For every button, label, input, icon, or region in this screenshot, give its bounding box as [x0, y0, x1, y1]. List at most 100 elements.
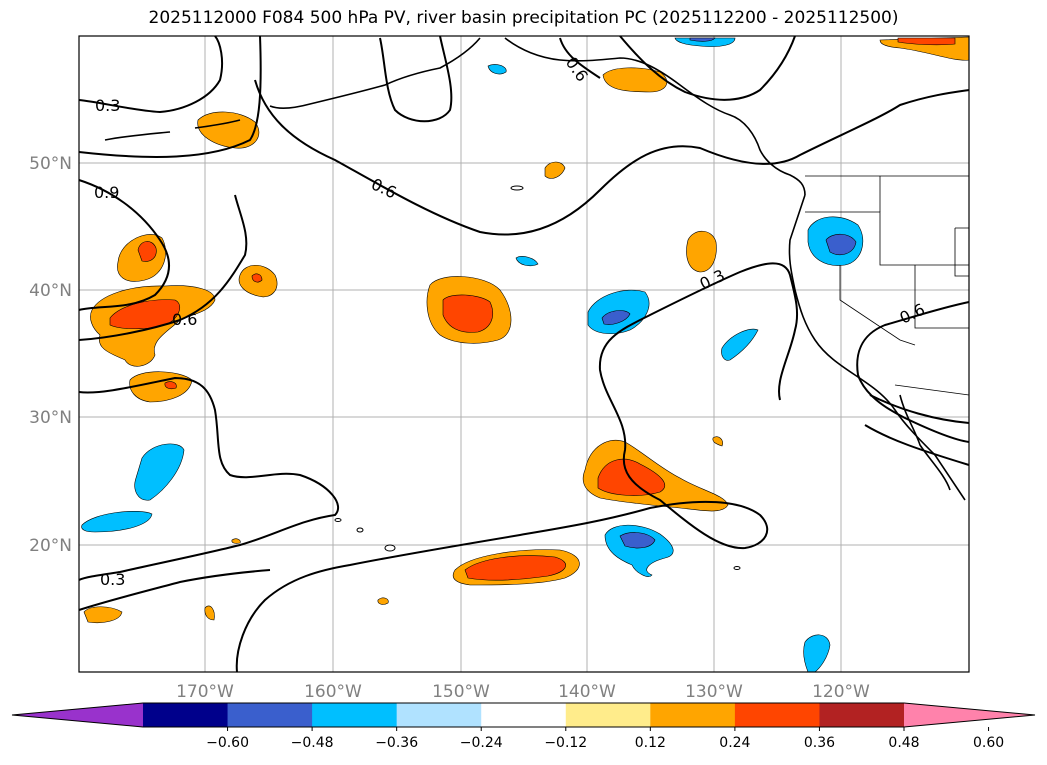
- pos-region: [251, 273, 263, 283]
- colorbar-segment: [227, 703, 313, 727]
- pv-contour: [254, 79, 970, 236]
- contour-label: 0.9: [94, 183, 119, 202]
- pos-region: [204, 605, 215, 621]
- mexico-border: [894, 384, 970, 396]
- lon-label: 150°W: [432, 682, 490, 702]
- pos-region: [377, 597, 389, 605]
- neg-region: [825, 233, 857, 255]
- island: [334, 518, 342, 522]
- pos-region: [231, 538, 241, 544]
- negative-anomaly-regions: [81, 37, 864, 673]
- aleutians: [104, 119, 241, 141]
- pos-region: [197, 111, 260, 149]
- colorbar-segment: [650, 703, 736, 727]
- colorbar-tick-label: −0.24: [460, 735, 503, 751]
- lon-label: 130°W: [685, 682, 743, 702]
- neg-region: [487, 64, 507, 75]
- colorbar-tick-label: 0.48: [888, 735, 919, 751]
- lon-label: 140°W: [558, 682, 616, 702]
- pos-region: [129, 371, 193, 403]
- colorbar-tick-label: −0.60: [206, 735, 249, 751]
- pv-contour: [864, 424, 970, 466]
- lon-label: 170°W: [176, 682, 234, 702]
- neg-region: [803, 634, 831, 673]
- lat-label: 40°N: [29, 281, 72, 301]
- coastlines: [104, 37, 966, 501]
- island: [733, 566, 741, 570]
- lat-label: 20°N: [29, 536, 72, 556]
- west-coast: [788, 194, 966, 501]
- pos-region: [464, 555, 566, 581]
- state-border: [805, 211, 969, 266]
- pos-region: [137, 241, 157, 262]
- contour-label: 0.3: [95, 96, 120, 115]
- colorbar-segment: [565, 703, 651, 727]
- neg-region: [134, 443, 185, 501]
- neg-region: [515, 256, 539, 267]
- map-title: 2025112000 F084 500 hPa PV, river basin …: [148, 8, 899, 28]
- neg-region: [689, 37, 716, 42]
- pv-contour: [78, 35, 224, 114]
- borders: [805, 175, 970, 396]
- contour-label: 0.6: [172, 310, 197, 329]
- colorbar-segment: [143, 703, 229, 727]
- islands: [334, 185, 741, 570]
- lon-label: 160°W: [304, 682, 362, 702]
- pv-contour: [379, 35, 453, 123]
- neg-region: [619, 532, 656, 549]
- positive-anomaly-regions: [83, 36, 970, 623]
- pv-contour: [559, 37, 601, 79]
- colorbar-tick-label: 0.36: [804, 735, 835, 751]
- island: [356, 527, 364, 533]
- pv-contour: [78, 569, 271, 611]
- colorbar-tick-label: −0.36: [375, 735, 418, 751]
- colorbar-tick-label: 0.24: [719, 735, 750, 751]
- pos-region: [686, 230, 717, 273]
- colorbar-extension-high: [904, 703, 1035, 727]
- colorbar-segment: [481, 703, 567, 727]
- colorbar-extension-low: [12, 703, 143, 727]
- colorbar: −0.60 −0.48 −0.36 −0.24 −0.12 0.12 0.24 0.36 0.4…: [11, 702, 1036, 751]
- neg-region: [721, 328, 759, 361]
- colorbar-tick-label: 0.12: [635, 735, 666, 751]
- colorbar-outline: [11, 702, 1036, 728]
- pos-region: [83, 606, 123, 623]
- state-border: [914, 265, 969, 329]
- graticule: [79, 36, 969, 672]
- neg-region: [81, 510, 153, 533]
- pv-contour: [78, 376, 340, 581]
- pv-contour: [235, 262, 799, 673]
- colorbar-segment: [734, 703, 820, 727]
- island: [510, 185, 524, 191]
- pv-contour: [78, 35, 262, 158]
- pv-contour: [78, 179, 171, 311]
- pos-region: [602, 67, 668, 93]
- pos-region: [164, 381, 177, 390]
- pos-region: [544, 161, 566, 179]
- pv-contour: [856, 301, 970, 443]
- alaska-coast: [269, 37, 806, 196]
- island: [384, 544, 396, 552]
- colorbar-segment: [396, 703, 482, 727]
- baja: [899, 394, 951, 491]
- pos-region: [442, 294, 493, 333]
- state-border: [839, 265, 916, 346]
- pv-contour: [869, 394, 970, 424]
- map-frame: [78, 35, 970, 673]
- colorbar-tick-label: −0.48: [291, 735, 334, 751]
- colorbar-segment: [819, 703, 905, 727]
- lat-label: 50°N: [29, 154, 72, 174]
- pos-region: [897, 37, 956, 46]
- colorbar-tick-label: −0.12: [544, 735, 587, 751]
- state-border: [954, 227, 969, 277]
- colorbar-segment: [312, 703, 398, 727]
- lat-label: 30°N: [29, 408, 72, 428]
- pv-contour: [78, 194, 248, 341]
- pos-region: [597, 458, 666, 496]
- pv-contour: [619, 35, 796, 101]
- lon-label: 120°W: [812, 682, 870, 702]
- colorbar-tick-label: 0.60: [973, 735, 1004, 751]
- contour-label: 0.3: [100, 570, 125, 589]
- pv-contours: [78, 35, 970, 673]
